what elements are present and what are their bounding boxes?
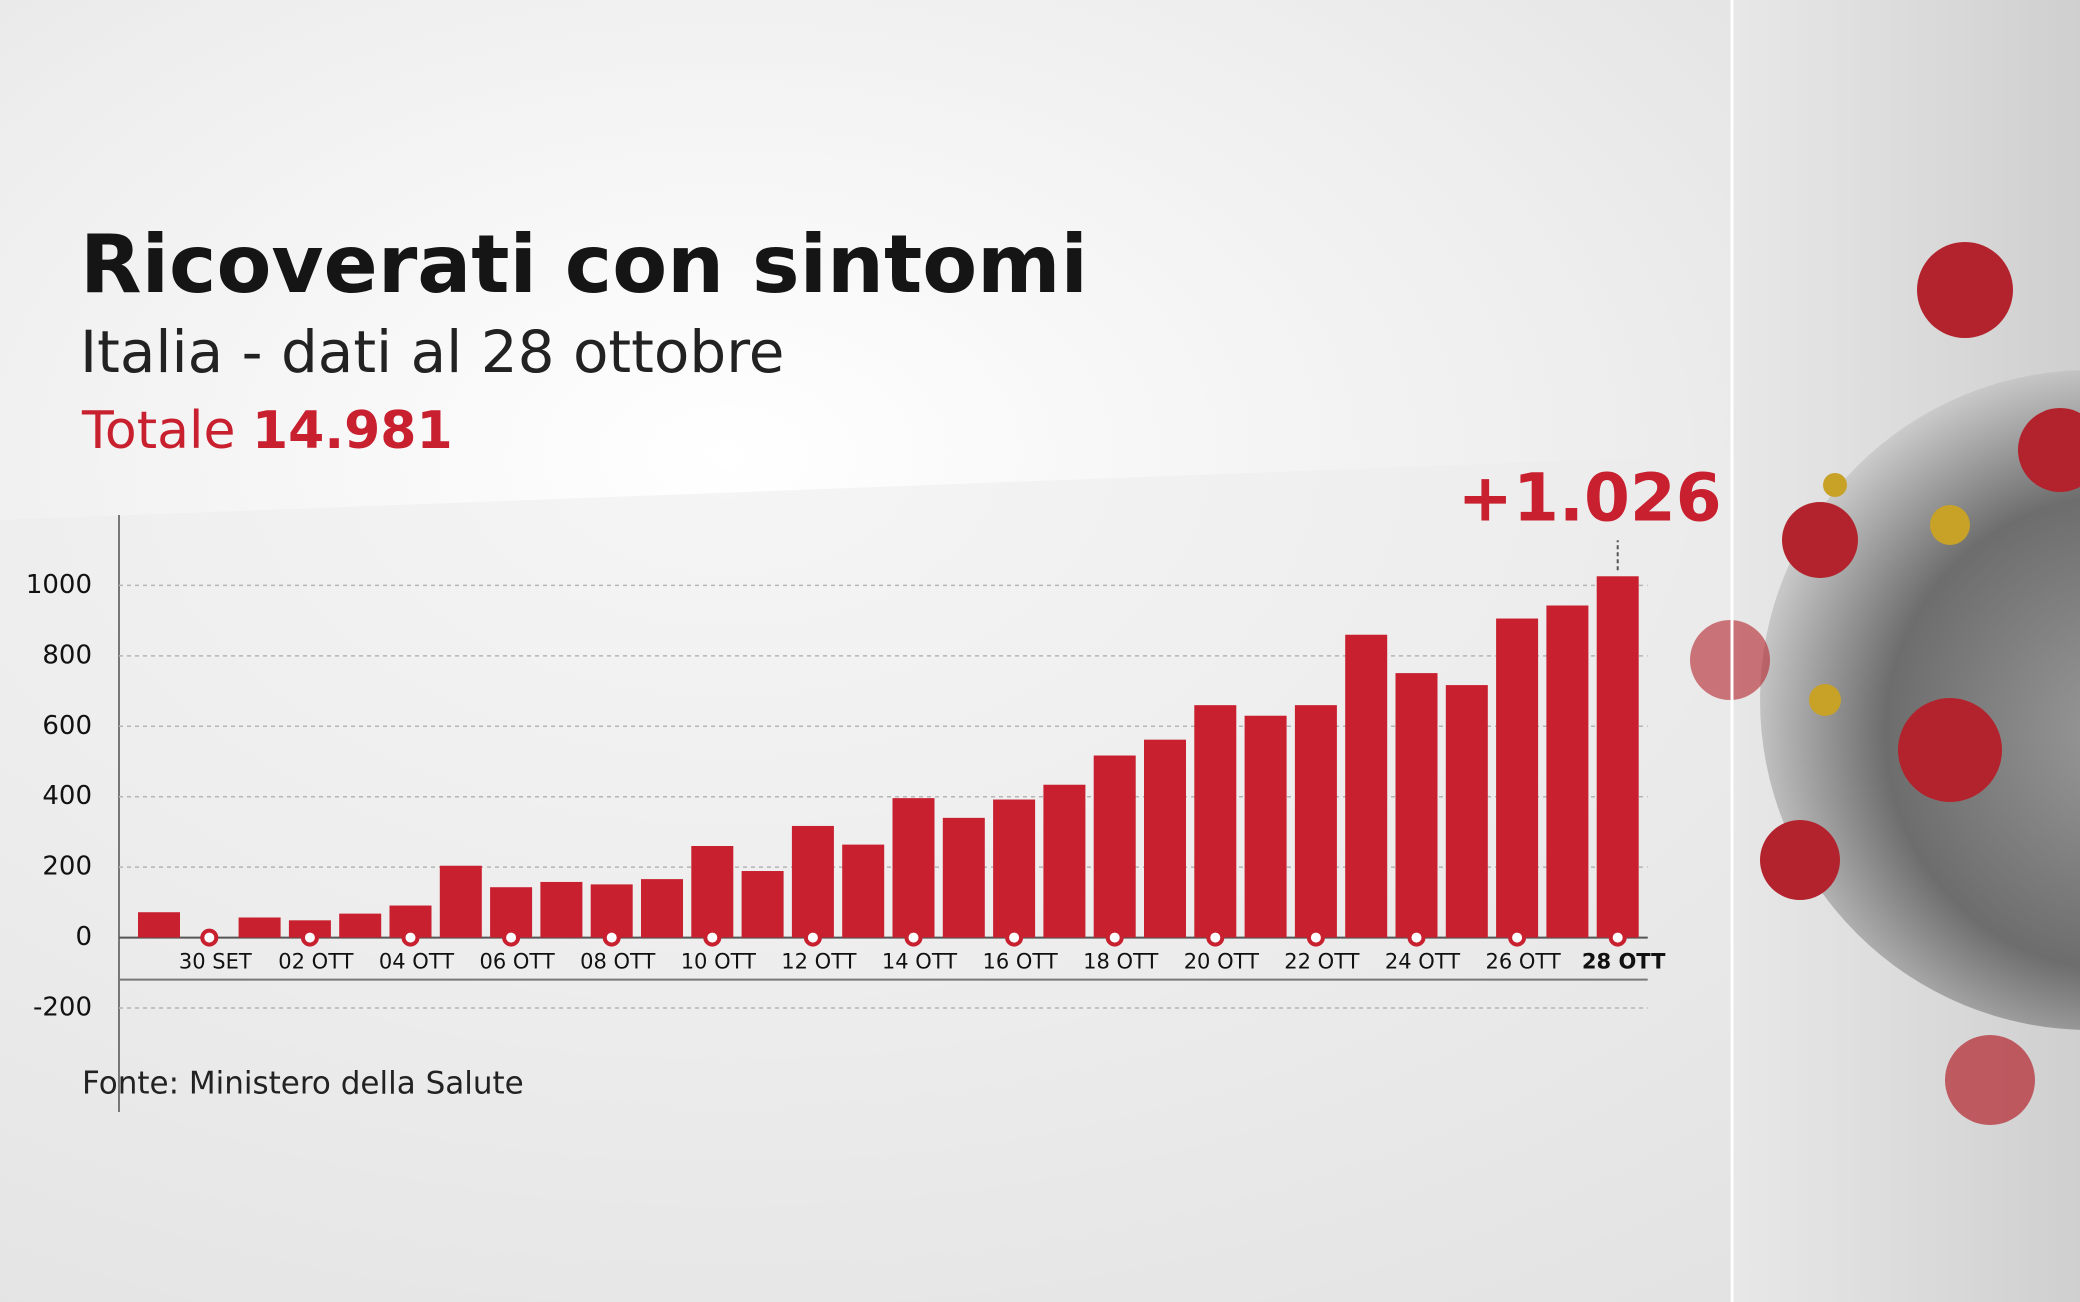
- x-tick-label: 16 OTT: [982, 950, 1057, 974]
- x-tick-label: 22 OTT: [1284, 950, 1359, 974]
- x-marker: [502, 928, 521, 947]
- x-marker: [1608, 928, 1627, 947]
- x-marker: [1407, 928, 1426, 947]
- x-tick-label: 24 OTT: [1385, 950, 1460, 974]
- x-marker: [803, 928, 822, 947]
- source: Fonte: Ministero della Salute: [82, 1066, 524, 1102]
- chart-title: Ricoverati con sintomi: [80, 218, 1088, 311]
- x-marker: [200, 928, 219, 947]
- x-tick-label: 12 OTT: [781, 950, 856, 974]
- x-tick-label: 20 OTT: [1184, 950, 1259, 974]
- y-tick-label: 400: [42, 781, 92, 811]
- y-tick-label: 1000: [26, 570, 92, 600]
- y-tick-label: 200: [42, 852, 92, 882]
- y-tick-label: 600: [42, 711, 92, 741]
- x-tick-label: 06 OTT: [479, 950, 554, 974]
- y-tick-label: 0: [75, 922, 92, 952]
- bar: [892, 798, 935, 938]
- x-tick-label: 10 OTT: [681, 950, 756, 974]
- value-label: +1.026: [1458, 459, 1722, 536]
- x-tick-label: 14 OTT: [882, 950, 957, 974]
- bar: [1445, 685, 1488, 938]
- x-marker: [1508, 928, 1527, 947]
- bar: [842, 844, 885, 938]
- bar: [1294, 705, 1337, 938]
- bar: [1244, 715, 1287, 938]
- bar: [1345, 634, 1388, 938]
- x-tick-label: 18 OTT: [1083, 950, 1158, 974]
- bar: [1546, 605, 1589, 938]
- bar: [1144, 739, 1186, 938]
- bar: [791, 825, 834, 938]
- x-tick-label: 08 OTT: [580, 950, 655, 974]
- x-marker: [1105, 928, 1124, 947]
- bar: [993, 799, 1036, 938]
- bar: [1596, 576, 1639, 938]
- x-tick-label: 02 OTT: [278, 950, 353, 974]
- y-tick-label: -200: [33, 993, 92, 1023]
- total-value: 14.981: [252, 401, 453, 461]
- bar: [1043, 784, 1086, 938]
- total: Totale 14.981: [81, 401, 453, 461]
- x-marker: [703, 928, 722, 947]
- chart-subtitle: Italia - dati al 28 ottobre: [80, 318, 784, 386]
- x-marker: [1005, 928, 1024, 947]
- x-marker: [1306, 928, 1325, 947]
- bar: [439, 865, 482, 938]
- x-marker: [300, 928, 319, 947]
- x-marker: [401, 928, 420, 947]
- bar: [942, 817, 985, 938]
- bar: [238, 917, 281, 938]
- bar: [1395, 673, 1438, 938]
- bar: [691, 846, 734, 938]
- bar: [1496, 618, 1539, 938]
- virus-spikes: [1690, 242, 2080, 1125]
- x-tick-label: 28 OTT: [1582, 950, 1666, 974]
- x-marker: [904, 928, 923, 947]
- x-marker: [602, 928, 621, 947]
- x-tick-label: 04 OTT: [379, 950, 454, 974]
- x-tick-label: 26 OTT: [1485, 950, 1560, 974]
- bar: [138, 912, 180, 938]
- bar: [339, 913, 382, 938]
- virus-dots: [1809, 473, 1970, 716]
- bar: [1194, 705, 1237, 938]
- y-tick-label: 800: [42, 640, 92, 670]
- bar: [540, 881, 583, 938]
- x-tick-label: 30 SET: [179, 950, 252, 974]
- bar: [641, 879, 683, 938]
- x-marker: [1206, 928, 1225, 947]
- bar: [1093, 755, 1136, 938]
- total-label: Totale: [81, 401, 235, 461]
- bar: [741, 871, 784, 938]
